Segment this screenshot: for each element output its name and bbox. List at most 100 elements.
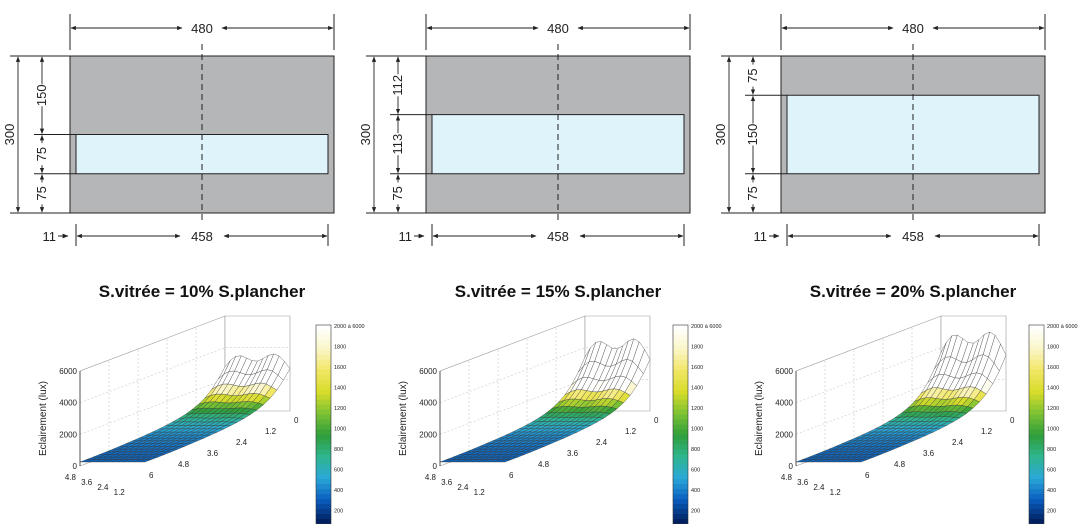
y-tick-label: 3.6	[441, 478, 453, 487]
surface-cell	[993, 343, 1007, 372]
colorbar-band	[673, 369, 688, 376]
colorbar-band	[673, 449, 688, 455]
colorbar-band	[673, 504, 688, 510]
colorbar-band	[673, 494, 688, 500]
colorbar-band	[316, 469, 331, 475]
colorbar-band	[1029, 479, 1044, 485]
colorbar-band	[673, 459, 688, 465]
colorbar-tick-label: 1600	[691, 365, 703, 371]
colorbar-band	[1029, 434, 1044, 441]
surface-cell	[277, 361, 291, 381]
label-backdrop	[749, 182, 763, 205]
x-tick-label: 6	[509, 471, 514, 480]
colorbar-band	[316, 429, 331, 436]
x-tick-label: 4.8	[894, 460, 906, 469]
y-tick-label: 2.4	[813, 483, 825, 492]
colorbar-tick-label: 1000	[1047, 427, 1059, 433]
width-label: 480	[191, 21, 213, 36]
colorbar-band	[1029, 419, 1044, 426]
colorbar-band	[673, 519, 688, 524]
label-backdrop	[749, 64, 763, 87]
z-tick-label: 6000	[59, 367, 77, 376]
colorbar-band	[673, 349, 688, 356]
z-tick-label: 0	[433, 462, 438, 471]
colorbar-band	[1029, 454, 1044, 460]
colorbar-band	[1029, 509, 1044, 515]
colorbar-band	[316, 439, 331, 445]
height-total-label: 300	[713, 124, 728, 146]
colorbar-band	[1029, 399, 1044, 406]
colorbar-tick-label: 1000	[691, 427, 703, 433]
offset-label: 11	[43, 229, 57, 244]
x-tick-label: 4.8	[178, 460, 190, 469]
z-tick-label: 0	[73, 462, 78, 471]
colorbar-frame	[672, 324, 689, 524]
colorbar-band	[316, 519, 331, 524]
colorbar-tick-label: 1200	[334, 406, 346, 412]
colorbar-tick-label: 1800	[334, 345, 346, 351]
colorbar-band	[673, 419, 688, 426]
colorbar-band	[1029, 364, 1044, 371]
colorbar-tick-label: 800	[1047, 447, 1056, 453]
x-tick-label: 1.2	[265, 427, 277, 436]
colorbar-tick-label: 400	[334, 488, 343, 494]
colorbar-band	[1029, 494, 1044, 500]
colorbar-band	[1029, 514, 1044, 520]
colorbar-band	[316, 409, 331, 416]
colorbar-tick-label: 800	[334, 447, 343, 453]
colorbar-band	[1029, 325, 1044, 331]
colorbar-band	[1029, 409, 1044, 416]
colorbar-band	[673, 409, 688, 416]
y-tick-label: 4.8	[425, 473, 437, 482]
colorbar-band	[316, 474, 331, 480]
panel-caption: S.vitrée = 15% S.plancher	[455, 282, 662, 301]
y-tick-label: 1.2	[114, 488, 126, 497]
x-tick-label: 2.4	[236, 438, 248, 447]
colorbar-band	[316, 404, 331, 411]
segment-label-1: 75	[745, 68, 760, 82]
colorbar-band	[1029, 469, 1044, 475]
colorbar-band	[1029, 484, 1044, 490]
colorbar-band	[673, 359, 688, 366]
colorbar-band	[1029, 369, 1044, 376]
elevation-panel-1: 480 458 11 300 150 75 75 S.vitrée = 10% S.planc…	[2, 14, 335, 301]
colorbar-band	[673, 464, 688, 470]
colorbar-band	[673, 334, 688, 341]
colorbar-band	[1029, 334, 1044, 341]
colorbar-band	[1029, 439, 1044, 445]
colorbar-band	[1029, 339, 1044, 346]
width-label: 480	[902, 21, 924, 36]
colorbar-band	[316, 394, 331, 401]
z-tick-label: 2000	[775, 430, 793, 439]
elevation-panel-2: 480 458 11 300 112 113 75 S.vitrée = 15% S.plan…	[358, 14, 691, 301]
colorbar-band	[316, 389, 331, 396]
colorbar-band	[316, 399, 331, 406]
z-tick-label: 2000	[59, 430, 77, 439]
y-tick-label: 2.4	[97, 483, 109, 492]
colorbar-band	[673, 399, 688, 406]
z-tick-label: 4000	[419, 399, 437, 408]
colorbar-band	[1029, 489, 1044, 495]
label-backdrop	[749, 123, 763, 146]
colorbar-tick-label: 200	[691, 509, 700, 515]
colorbar-band	[316, 514, 331, 520]
colorbar-band	[1029, 394, 1044, 401]
colorbar-band	[316, 479, 331, 485]
colorbar-band	[673, 429, 688, 436]
width-label: 480	[547, 21, 569, 36]
z-axis-label: Eclairement (lux)	[38, 381, 49, 456]
colorbar-tick-label: 1400	[334, 386, 346, 392]
colorbar-band	[316, 509, 331, 515]
colorbar-tick-label: 1800	[1047, 345, 1059, 351]
colorbar-band	[673, 479, 688, 485]
colorbar-tick-label: 200	[1047, 509, 1056, 515]
colorbar-band	[673, 469, 688, 475]
segment-label-2: 113	[390, 134, 405, 155]
colorbar-band	[1029, 499, 1044, 505]
colorbar-band	[673, 439, 688, 445]
segment-label-3: 75	[34, 186, 49, 200]
colorbar-band	[1029, 384, 1044, 391]
colorbar-frame	[315, 324, 332, 524]
